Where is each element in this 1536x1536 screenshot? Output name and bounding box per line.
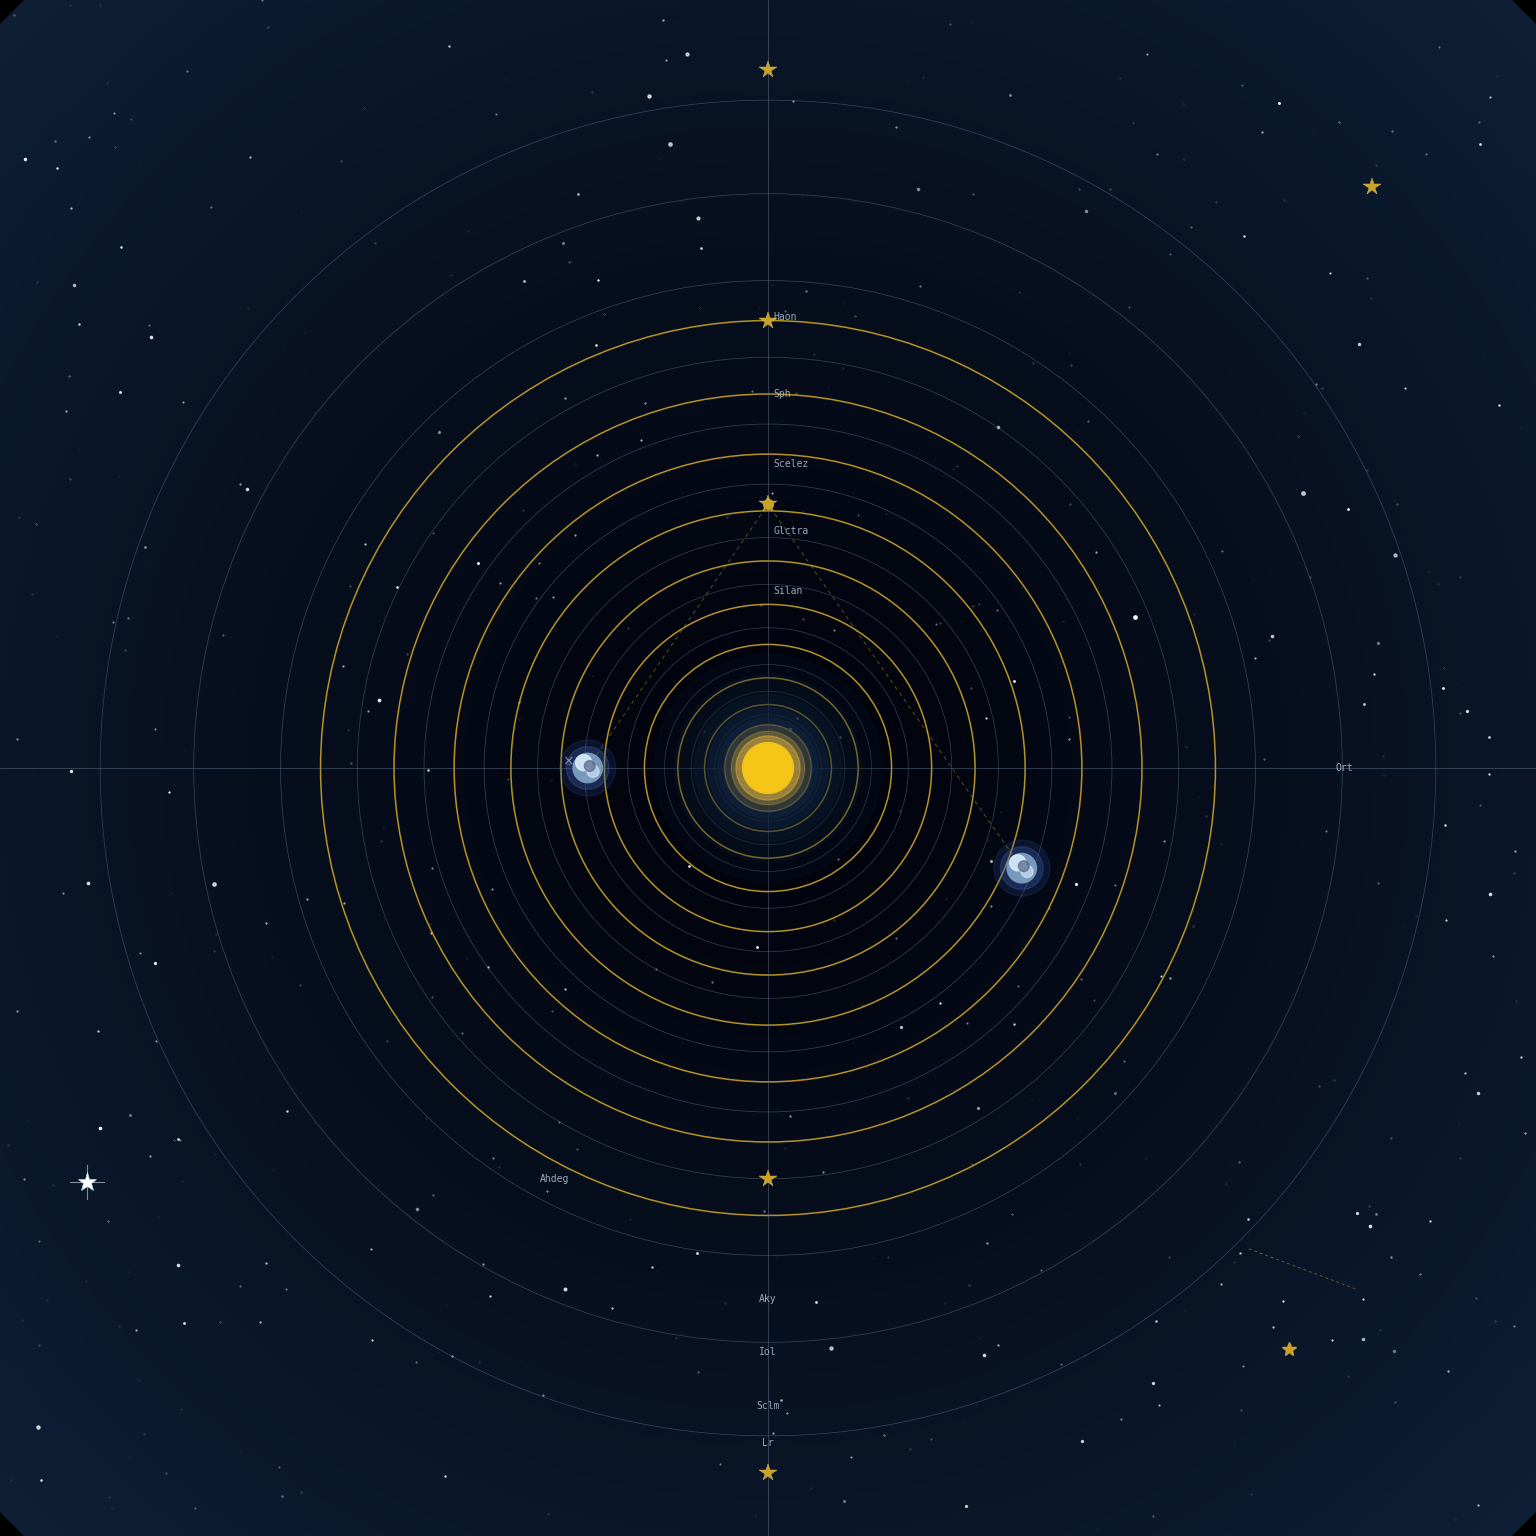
Circle shape: [395, 395, 1141, 1141]
Text: Sclm: Sclm: [756, 1401, 780, 1410]
Circle shape: [571, 571, 965, 965]
Circle shape: [679, 679, 857, 857]
Circle shape: [1021, 865, 1034, 877]
Circle shape: [736, 736, 800, 800]
Circle shape: [180, 180, 1356, 1356]
Circle shape: [519, 519, 1017, 1017]
Circle shape: [750, 750, 786, 786]
Circle shape: [567, 746, 610, 790]
Circle shape: [38, 38, 1498, 1498]
Circle shape: [573, 753, 602, 783]
Circle shape: [714, 714, 822, 822]
Circle shape: [654, 654, 882, 882]
Circle shape: [733, 733, 803, 803]
Circle shape: [55, 55, 1481, 1481]
Circle shape: [412, 412, 1124, 1124]
Circle shape: [674, 674, 862, 862]
Text: Aky: Aky: [759, 1293, 777, 1304]
Circle shape: [74, 74, 1462, 1462]
Text: Haon: Haon: [773, 312, 797, 323]
Circle shape: [91, 91, 1445, 1445]
Circle shape: [269, 269, 1267, 1267]
Circle shape: [1018, 860, 1029, 871]
Text: Iol: Iol: [759, 1347, 777, 1358]
Text: Ahdeg: Ahdeg: [539, 1174, 568, 1184]
Circle shape: [447, 447, 1089, 1089]
Circle shape: [376, 376, 1160, 1160]
Circle shape: [163, 163, 1373, 1373]
Text: Silan: Silan: [773, 587, 803, 596]
Circle shape: [694, 694, 842, 842]
Circle shape: [660, 660, 876, 876]
Circle shape: [144, 144, 1392, 1392]
Circle shape: [994, 840, 1049, 895]
Text: Sph: Sph: [773, 389, 791, 399]
Circle shape: [590, 590, 946, 946]
Circle shape: [576, 754, 591, 771]
Circle shape: [697, 697, 839, 839]
Circle shape: [625, 625, 911, 911]
Circle shape: [358, 358, 1178, 1178]
Circle shape: [554, 554, 982, 982]
Text: Lr: Lr: [762, 1438, 774, 1447]
Circle shape: [109, 109, 1427, 1427]
Circle shape: [559, 740, 616, 796]
Circle shape: [742, 742, 794, 794]
Circle shape: [198, 198, 1338, 1338]
Circle shape: [644, 644, 892, 892]
Circle shape: [1008, 854, 1037, 883]
Circle shape: [731, 731, 805, 805]
Circle shape: [608, 608, 928, 928]
Circle shape: [725, 725, 811, 811]
Circle shape: [252, 252, 1284, 1284]
Circle shape: [584, 760, 594, 771]
Circle shape: [306, 306, 1230, 1230]
Circle shape: [536, 536, 1000, 1000]
Circle shape: [341, 341, 1195, 1195]
Circle shape: [233, 233, 1303, 1303]
Text: Scelez: Scelez: [773, 459, 808, 468]
Text: Glctra: Glctra: [773, 525, 808, 536]
Circle shape: [20, 20, 1516, 1516]
Circle shape: [708, 708, 828, 828]
Circle shape: [1000, 846, 1043, 889]
Circle shape: [717, 717, 819, 819]
Circle shape: [217, 217, 1319, 1319]
Circle shape: [1009, 856, 1026, 871]
Circle shape: [465, 465, 1071, 1071]
Circle shape: [127, 127, 1409, 1409]
Circle shape: [287, 287, 1249, 1249]
Circle shape: [587, 765, 599, 777]
Text: Ort: Ort: [1336, 763, 1353, 773]
Text: ×: ×: [562, 754, 573, 768]
Circle shape: [430, 430, 1106, 1106]
Circle shape: [323, 323, 1213, 1213]
Circle shape: [482, 482, 1054, 1054]
Circle shape: [501, 501, 1035, 1035]
